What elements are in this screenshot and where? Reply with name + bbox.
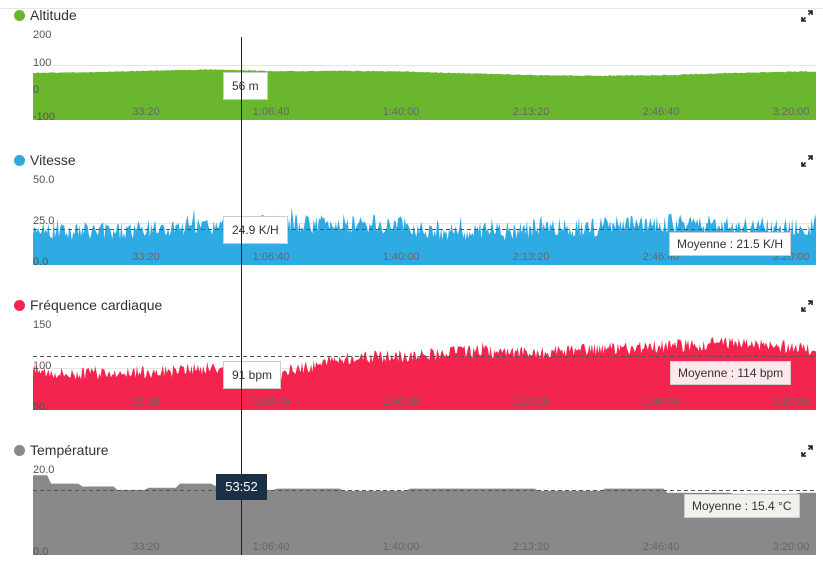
heart-rate-xtick: 2:46:40: [642, 396, 680, 408]
altitude-panel: Altitude 200 100 0 -100 33:20 1:06:40 1:…: [0, 0, 823, 130]
temperature-xtick: 3:20:00: [772, 541, 810, 553]
heart-rate-tooltip: 91 bpm: [223, 361, 282, 389]
speed-title-text: Vitesse: [30, 152, 76, 168]
speed-expand-icon[interactable]: [801, 155, 813, 167]
heart-rate-area-series: [33, 337, 816, 410]
heart-rate-legend-dot: [14, 299, 25, 311]
altitude-ytick-200: 200: [33, 29, 52, 41]
altitude-ytick-minus100: -100: [33, 111, 56, 123]
hover-cursor-line[interactable]: [241, 37, 242, 555]
cursor-time-label: 53:52: [216, 474, 267, 500]
heart-rate-xtick: 33:20: [132, 396, 160, 408]
altitude-xtick: 2:46:40: [642, 106, 680, 118]
speed-legend-dot: [14, 154, 25, 166]
temperature-xtick: 2:13:20: [512, 541, 550, 553]
altitude-xtick: 2:13:20: [512, 106, 550, 118]
altitude-ytick-100: 100: [33, 57, 52, 69]
speed-plot: [33, 181, 816, 265]
heart-rate-title-text: Fréquence cardiaque: [30, 297, 163, 313]
temperature-xtick: 1:06:40: [252, 541, 290, 553]
altitude-legend-dot: [14, 9, 25, 21]
heart-rate-xtick: 1:40:00: [382, 396, 420, 408]
altitude-expand-icon[interactable]: [801, 10, 813, 22]
speed-xtick: 33:20: [132, 251, 160, 263]
heart-rate-xtick: 1:06:40: [252, 396, 290, 408]
altitude-xtick: 3:20:00: [772, 106, 810, 118]
heart-rate-ytick-150: 150: [33, 319, 52, 331]
temperature-xtick: 2:46:40: [642, 541, 680, 553]
altitude-xtick: 1:06:40: [252, 106, 290, 118]
temperature-average-label: Moyenne : 15.4 °C: [684, 494, 800, 518]
altitude-title-text: Altitude: [30, 7, 77, 23]
altitude-xtick: 33:20: [132, 106, 160, 118]
speed-tooltip: 24.9 K/H: [223, 216, 288, 244]
temperature-legend-dot: [14, 444, 25, 456]
temperature-ytick-0: 0.0: [33, 546, 49, 558]
speed-title: Vitesse: [14, 151, 76, 169]
speed-area-series: [33, 207, 816, 265]
altitude-ytick-0: 0: [33, 84, 40, 96]
heart-rate-average-label: Moyenne : 114 bpm: [670, 361, 792, 385]
top-divider: [0, 8, 823, 9]
altitude-title: Altitude: [14, 6, 77, 24]
temperature-panel: Température 20.0 0.0 33:20 1:06:40 1:40:…: [0, 435, 823, 565]
heart-rate-ytick-50: 50: [33, 401, 46, 413]
heart-rate-panel: Fréquence cardiaque 150 100 50 33:20 1:0…: [0, 290, 823, 420]
heart-rate-ytick-100: 100: [33, 360, 52, 372]
speed-xtick: 1:40:00: [382, 251, 420, 263]
altitude-xtick: 1:40:00: [382, 106, 420, 118]
speed-panel: Vitesse 50.0 25.0 0.0 33:20 1:06:40 1:40…: [0, 145, 823, 275]
speed-average-label: Moyenne : 21.5 K/H: [669, 232, 792, 256]
temperature-xtick: 1:40:00: [382, 541, 420, 553]
heart-rate-title: Fréquence cardiaque: [14, 296, 162, 314]
altitude-tooltip: 56 m: [223, 72, 268, 100]
speed-ytick-0: 0.0: [33, 256, 49, 268]
heart-rate-xtick: 3:20:00: [772, 396, 810, 408]
temperature-title: Température: [14, 441, 109, 459]
temperature-expand-icon[interactable]: [801, 445, 813, 457]
speed-xtick: 2:13:20: [512, 251, 550, 263]
speed-xtick: 1:06:40: [252, 251, 290, 263]
temperature-title-text: Température: [30, 442, 109, 458]
speed-ytick-25: 25.0: [33, 215, 55, 227]
heart-rate-expand-icon[interactable]: [801, 300, 813, 312]
temperature-ytick-20: 20.0: [33, 464, 55, 476]
temperature-xtick: 33:20: [132, 541, 160, 553]
speed-ytick-50: 50.0: [33, 174, 55, 186]
heart-rate-xtick: 2:13:20: [512, 396, 550, 408]
